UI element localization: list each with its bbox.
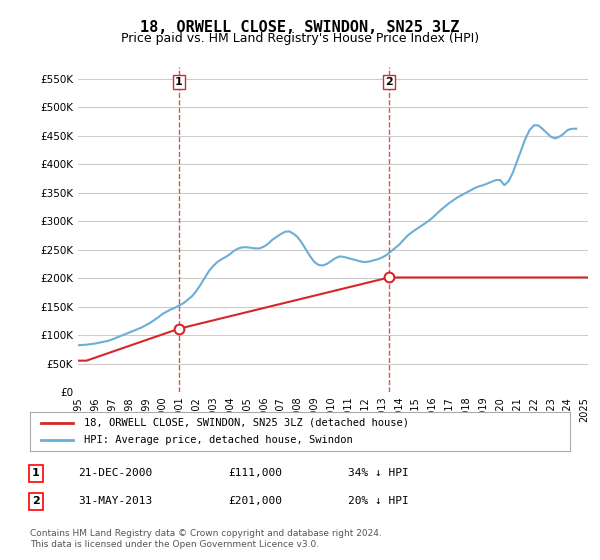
Text: 34% ↓ HPI: 34% ↓ HPI: [348, 468, 409, 478]
Text: £201,000: £201,000: [228, 496, 282, 506]
Text: HPI: Average price, detached house, Swindon: HPI: Average price, detached house, Swin…: [84, 435, 353, 445]
Text: 2: 2: [32, 496, 40, 506]
Text: £111,000: £111,000: [228, 468, 282, 478]
Text: 1: 1: [32, 468, 40, 478]
Text: 18, ORWELL CLOSE, SWINDON, SN25 3LZ: 18, ORWELL CLOSE, SWINDON, SN25 3LZ: [140, 20, 460, 35]
Text: Contains HM Land Registry data © Crown copyright and database right 2024.
This d: Contains HM Land Registry data © Crown c…: [30, 529, 382, 549]
Text: 18, ORWELL CLOSE, SWINDON, SN25 3LZ (detached house): 18, ORWELL CLOSE, SWINDON, SN25 3LZ (det…: [84, 418, 409, 428]
Text: 2: 2: [385, 77, 393, 87]
Text: 31-MAY-2013: 31-MAY-2013: [78, 496, 152, 506]
Text: 20% ↓ HPI: 20% ↓ HPI: [348, 496, 409, 506]
Text: 1: 1: [175, 77, 182, 87]
Text: Price paid vs. HM Land Registry's House Price Index (HPI): Price paid vs. HM Land Registry's House …: [121, 32, 479, 45]
Text: 21-DEC-2000: 21-DEC-2000: [78, 468, 152, 478]
